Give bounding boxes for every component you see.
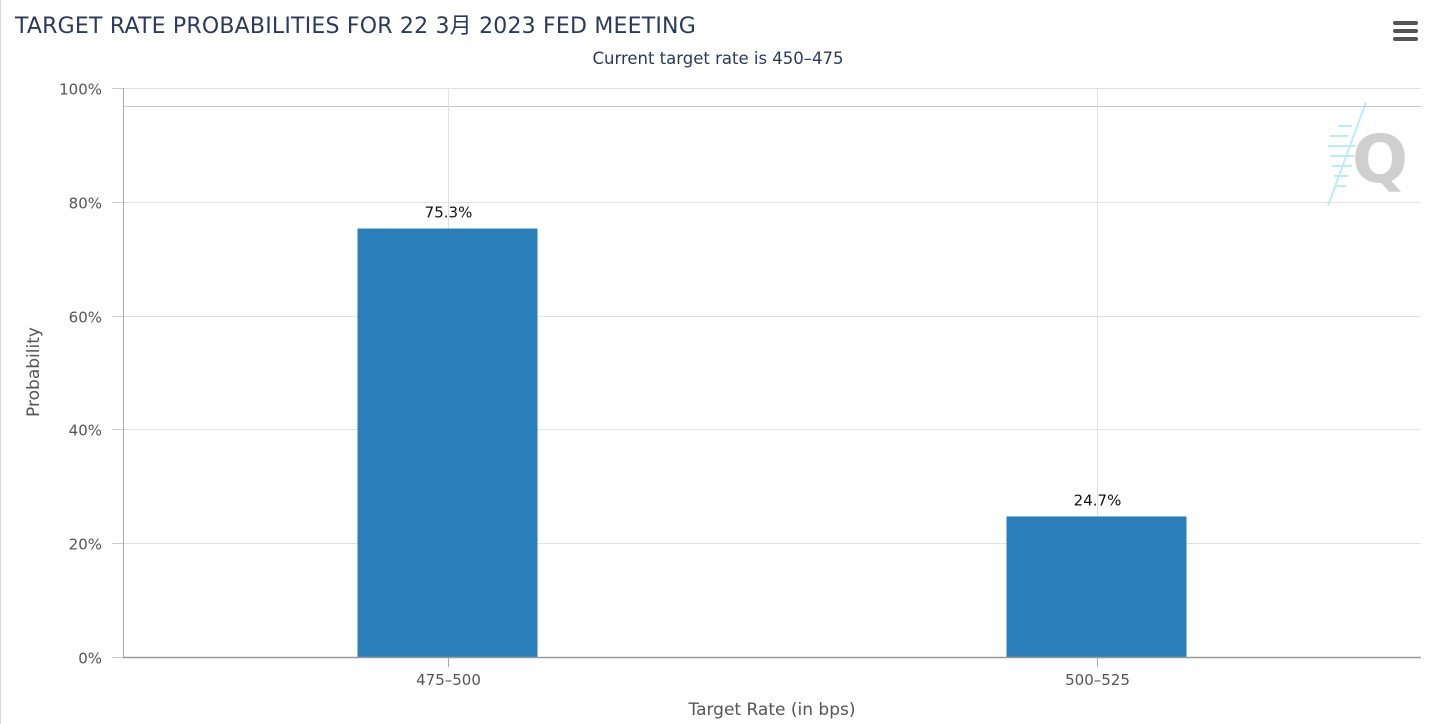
chart-subtitle: Current target rate is 450–475 [592,49,844,68]
bar[interactable] [357,228,538,657]
q-logo-letter: Q [1352,121,1406,198]
bar[interactable] [1006,516,1187,657]
axes [112,88,1421,667]
bars [357,228,1187,657]
x-tick-label: 500–525 [1065,671,1130,689]
y-tick-label: 80% [69,195,102,213]
y-axis-title: Probability [24,327,44,417]
y-tick-label: 20% [69,536,102,554]
y-tick-label: 100% [59,81,102,99]
x-tick-label: 475–500 [416,671,481,689]
chart-title: TARGET RATE PROBABILITIES FOR 22 3月 2023… [15,14,696,39]
chart-left-border [0,0,1,724]
grid-lines [123,88,1421,658]
chart-menu-button[interactable] [1389,18,1421,44]
y-tick-label: 60% [69,309,102,327]
y-tick-label: 0% [78,650,102,668]
labels: 0% 20% 40% 60% 80% 100% 75.3% 475–500 24.7% 500–5… [59,81,1130,690]
q-logo-icon: Q [1327,101,1406,207]
y-tick-label: 40% [69,422,102,440]
data-label: 75.3% [425,204,473,222]
data-label: 24.7% [1074,491,1122,509]
x-axis-title: Target Rate (in bps) [688,700,856,720]
